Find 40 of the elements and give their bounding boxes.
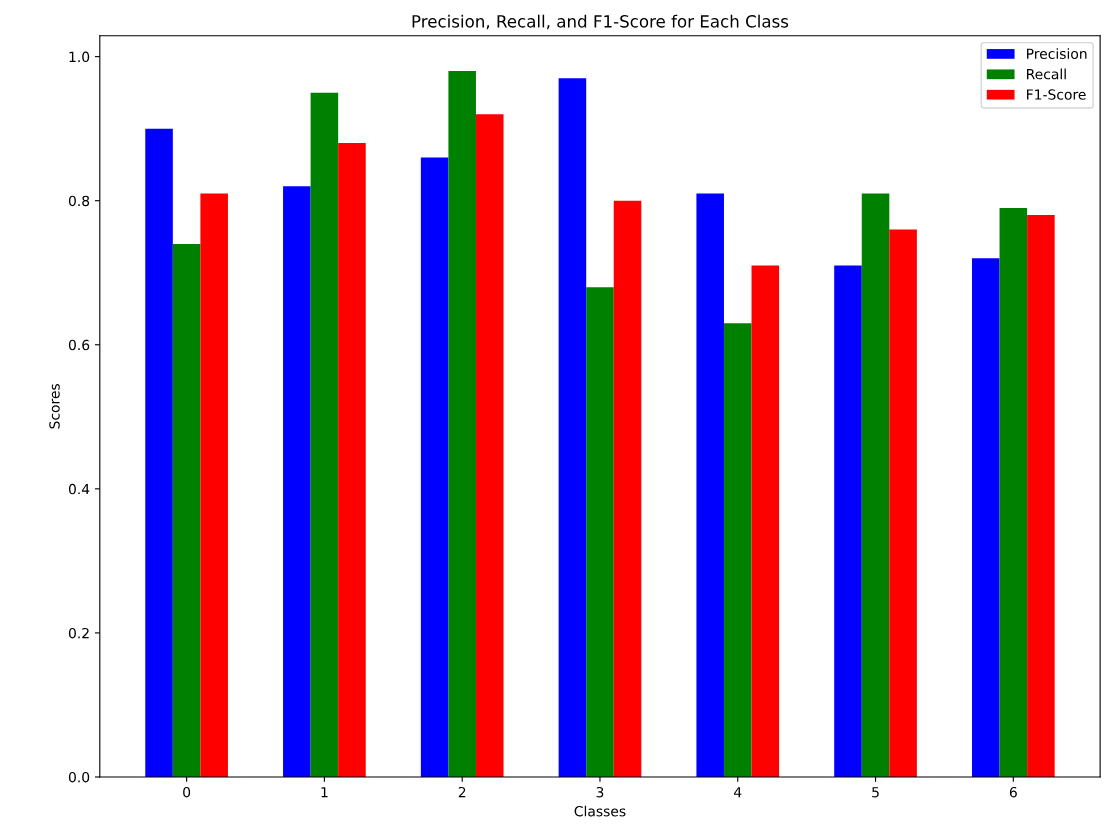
chart-title: Precision, Recall, and F1-Score for Each Class <box>412 14 789 30</box>
bar <box>696 193 724 777</box>
bar <box>889 229 917 777</box>
y-axis-title: Scores <box>49 383 60 429</box>
legend-label: Recall <box>1027 68 1066 80</box>
legend-label: Precision <box>1027 48 1087 59</box>
x-tick-label: 4 <box>734 787 742 798</box>
y-tick-label: 0.0 <box>68 771 90 783</box>
y-tick-label: 1.0 <box>69 51 90 63</box>
bar <box>200 193 228 777</box>
x-tick-label: 0 <box>183 786 191 798</box>
bar <box>751 265 780 777</box>
bar <box>723 323 752 777</box>
bar <box>448 71 476 777</box>
bar <box>1027 215 1055 777</box>
bar <box>861 193 890 777</box>
bar <box>613 200 642 777</box>
y-tick-label: 0.8 <box>68 195 90 207</box>
bar <box>834 265 862 777</box>
bar <box>971 258 1000 777</box>
bar <box>586 287 614 777</box>
bar <box>338 143 366 777</box>
bar <box>475 114 504 777</box>
y-tick-label: 0.4 <box>68 483 90 495</box>
bar <box>999 207 1028 777</box>
bar <box>172 243 201 777</box>
legend-label: F1-Score <box>1027 89 1086 100</box>
y-tick-label: 0.2 <box>68 627 89 639</box>
bar <box>420 157 449 777</box>
bar <box>145 128 173 777</box>
x-tick-label: 5 <box>872 787 879 798</box>
x-tick-label: 6 <box>1009 786 1017 798</box>
bar <box>310 92 339 777</box>
x-tick-label: 3 <box>596 786 604 798</box>
x-tick-label: 2 <box>458 786 466 798</box>
bar <box>558 78 587 777</box>
y-tick-label: 0.6 <box>68 339 90 351</box>
x-tick-label: 1 <box>321 787 328 798</box>
bar <box>283 186 311 777</box>
x-axis-title: Classes <box>574 805 626 817</box>
